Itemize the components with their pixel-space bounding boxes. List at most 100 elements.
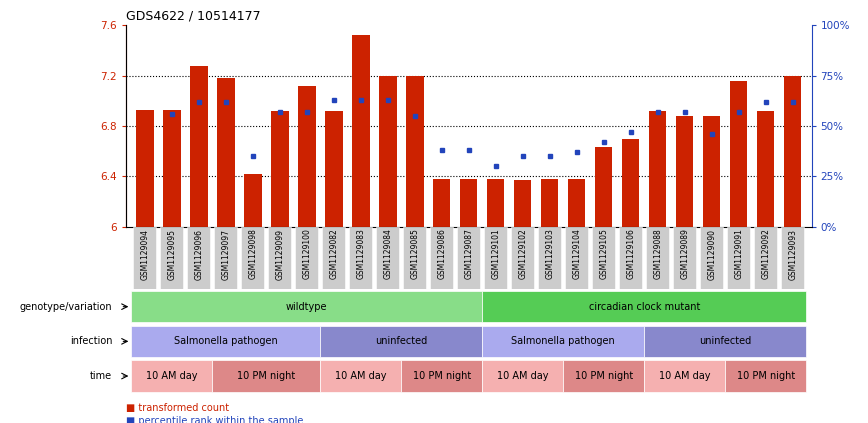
Bar — [406, 76, 424, 227]
Text: GSM1129090: GSM1129090 — [707, 228, 716, 280]
Bar — [644, 326, 806, 357]
FancyBboxPatch shape — [457, 227, 480, 289]
Text: 10 PM night: 10 PM night — [737, 371, 795, 381]
FancyBboxPatch shape — [161, 227, 183, 289]
Text: GSM1129097: GSM1129097 — [221, 228, 230, 280]
Bar — [379, 76, 397, 227]
FancyBboxPatch shape — [511, 227, 534, 289]
Bar — [514, 180, 531, 227]
Bar — [163, 110, 181, 227]
FancyBboxPatch shape — [754, 227, 777, 289]
Bar — [401, 360, 483, 392]
FancyBboxPatch shape — [727, 227, 750, 289]
FancyBboxPatch shape — [781, 227, 804, 289]
Bar — [190, 66, 207, 227]
Bar — [131, 291, 483, 322]
Text: Salmonella pathogen: Salmonella pathogen — [511, 336, 615, 346]
Bar — [784, 76, 801, 227]
Text: GSM1129094: GSM1129094 — [141, 228, 149, 280]
Text: GDS4622 / 10514177: GDS4622 / 10514177 — [126, 10, 260, 23]
Bar — [460, 179, 477, 227]
FancyBboxPatch shape — [322, 227, 345, 289]
FancyBboxPatch shape — [268, 227, 292, 289]
Text: GSM1129091: GSM1129091 — [734, 228, 743, 280]
Bar — [352, 36, 370, 227]
FancyBboxPatch shape — [538, 227, 562, 289]
Text: GSM1129106: GSM1129106 — [626, 228, 635, 280]
Text: ■ transformed count: ■ transformed count — [126, 403, 229, 413]
Bar — [649, 111, 667, 227]
Bar — [725, 360, 806, 392]
Bar — [433, 179, 450, 227]
FancyBboxPatch shape — [241, 227, 264, 289]
Bar — [271, 111, 288, 227]
Bar — [487, 179, 504, 227]
Bar — [563, 360, 644, 392]
Text: GSM1129087: GSM1129087 — [464, 228, 473, 280]
Bar — [213, 360, 320, 392]
Text: 10 AM day: 10 AM day — [146, 371, 198, 381]
Text: infection: infection — [69, 336, 112, 346]
Bar — [541, 179, 558, 227]
FancyBboxPatch shape — [349, 227, 372, 289]
Text: GSM1129104: GSM1129104 — [572, 228, 582, 280]
Bar — [325, 111, 343, 227]
FancyBboxPatch shape — [674, 227, 696, 289]
Text: GSM1129088: GSM1129088 — [654, 228, 662, 279]
FancyBboxPatch shape — [404, 227, 426, 289]
Text: uninfected: uninfected — [699, 336, 752, 346]
FancyBboxPatch shape — [295, 227, 319, 289]
FancyBboxPatch shape — [187, 227, 210, 289]
Text: GSM1129095: GSM1129095 — [168, 228, 176, 280]
Bar — [595, 148, 613, 227]
Text: GSM1129093: GSM1129093 — [788, 228, 797, 280]
Text: 10 AM day: 10 AM day — [659, 371, 710, 381]
Bar — [676, 116, 694, 227]
Bar — [244, 174, 261, 227]
FancyBboxPatch shape — [565, 227, 589, 289]
Bar — [298, 86, 315, 227]
Text: 10 PM night: 10 PM night — [237, 371, 295, 381]
Bar — [483, 326, 644, 357]
FancyBboxPatch shape — [214, 227, 237, 289]
Text: GSM1129085: GSM1129085 — [411, 228, 419, 280]
Bar — [131, 360, 213, 392]
FancyBboxPatch shape — [619, 227, 642, 289]
Text: GSM1129082: GSM1129082 — [329, 228, 339, 279]
Bar — [320, 326, 483, 357]
Text: ■ percentile rank within the sample: ■ percentile rank within the sample — [126, 416, 303, 423]
Text: GSM1129086: GSM1129086 — [437, 228, 446, 280]
Bar — [568, 179, 586, 227]
FancyBboxPatch shape — [134, 227, 156, 289]
Text: GSM1129092: GSM1129092 — [761, 228, 770, 280]
Bar — [483, 291, 806, 322]
Text: GSM1129099: GSM1129099 — [275, 228, 284, 280]
Text: 10 PM night: 10 PM night — [575, 371, 633, 381]
Bar — [483, 360, 563, 392]
Text: 10 AM day: 10 AM day — [497, 371, 549, 381]
Text: GSM1129100: GSM1129100 — [302, 228, 312, 280]
FancyBboxPatch shape — [376, 227, 399, 289]
FancyBboxPatch shape — [700, 227, 723, 289]
Bar — [644, 360, 725, 392]
FancyBboxPatch shape — [431, 227, 453, 289]
Text: circadian clock mutant: circadian clock mutant — [589, 302, 700, 312]
Text: GSM1129083: GSM1129083 — [356, 228, 365, 280]
Text: GSM1129096: GSM1129096 — [194, 228, 203, 280]
Text: GSM1129084: GSM1129084 — [384, 228, 392, 280]
Text: GSM1129101: GSM1129101 — [491, 228, 500, 279]
Text: wildtype: wildtype — [286, 302, 327, 312]
Text: GSM1129105: GSM1129105 — [599, 228, 608, 280]
FancyBboxPatch shape — [592, 227, 615, 289]
FancyBboxPatch shape — [484, 227, 507, 289]
Bar — [320, 360, 401, 392]
Bar — [730, 81, 747, 227]
Text: uninfected: uninfected — [375, 336, 427, 346]
Bar — [757, 111, 774, 227]
Text: genotype/variation: genotype/variation — [20, 302, 112, 312]
Bar — [217, 78, 234, 227]
Text: GSM1129089: GSM1129089 — [681, 228, 689, 280]
Text: GSM1129102: GSM1129102 — [518, 228, 527, 279]
Bar — [131, 326, 320, 357]
Text: GSM1129098: GSM1129098 — [248, 228, 257, 280]
